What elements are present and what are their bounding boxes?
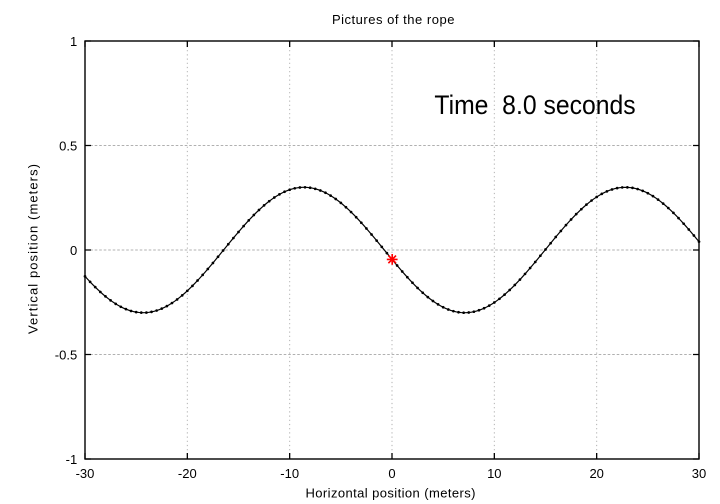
svg-text:20: 20 bbox=[589, 466, 603, 481]
svg-text:Horizontal position (meters): Horizontal position (meters) bbox=[306, 485, 476, 500]
svg-text:Pictures of the rope: Pictures of the rope bbox=[332, 12, 455, 27]
svg-text:1: 1 bbox=[70, 34, 77, 49]
svg-text:0.5: 0.5 bbox=[59, 138, 77, 153]
svg-text:-10: -10 bbox=[280, 466, 299, 481]
svg-text:0: 0 bbox=[70, 243, 77, 258]
svg-text:0: 0 bbox=[388, 466, 395, 481]
svg-text:-30: -30 bbox=[76, 466, 95, 481]
svg-text:30: 30 bbox=[692, 466, 706, 481]
svg-text:Vertical position (meters): Vertical position (meters) bbox=[26, 164, 41, 334]
svg-text:-1: -1 bbox=[66, 452, 78, 467]
svg-text:-20: -20 bbox=[178, 466, 197, 481]
svg-text:10: 10 bbox=[487, 466, 501, 481]
svg-text:Time 8.0 seconds: Time 8.0 seconds bbox=[434, 90, 635, 120]
svg-text:-0.5: -0.5 bbox=[55, 347, 77, 362]
